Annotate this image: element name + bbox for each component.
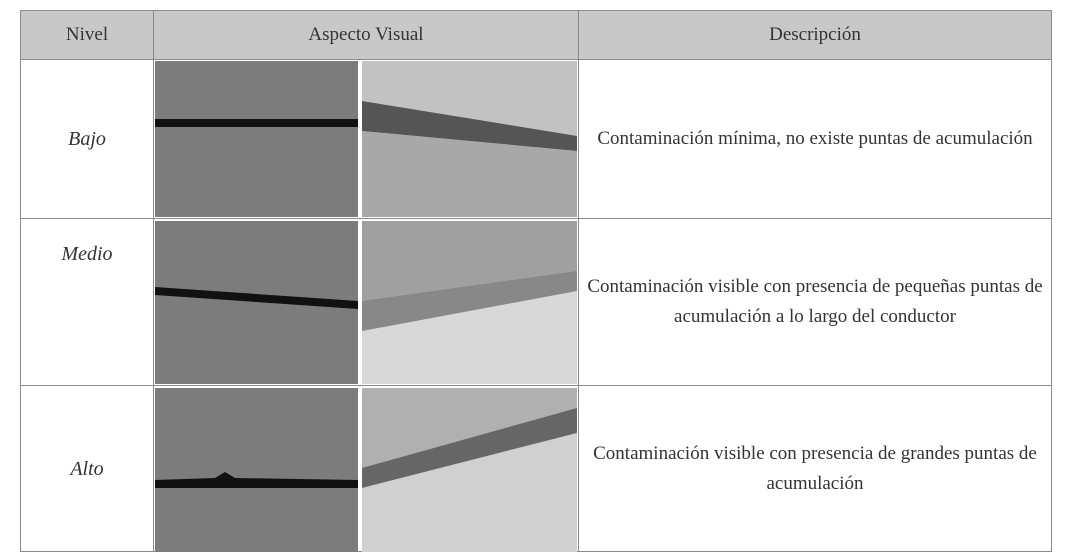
photo — [362, 61, 577, 217]
photo — [362, 221, 577, 384]
description-cell: Contaminación visible con presencia de g… — [578, 385, 1052, 552]
header-cell: Nivel — [20, 10, 154, 60]
photo — [155, 221, 358, 384]
level-cell: Medio — [20, 218, 154, 386]
header-cell: Aspecto Visual — [153, 10, 579, 60]
level-cell: Alto — [20, 385, 154, 552]
level-cell: Bajo — [20, 59, 154, 219]
description-cell: Contaminación mínima, no existe puntas d… — [578, 59, 1052, 219]
photo — [155, 61, 358, 217]
header-cell: Descripción — [578, 10, 1052, 60]
photo — [362, 388, 577, 552]
photo — [155, 388, 358, 552]
description-cell: Contaminación visible con presencia de p… — [578, 218, 1052, 386]
